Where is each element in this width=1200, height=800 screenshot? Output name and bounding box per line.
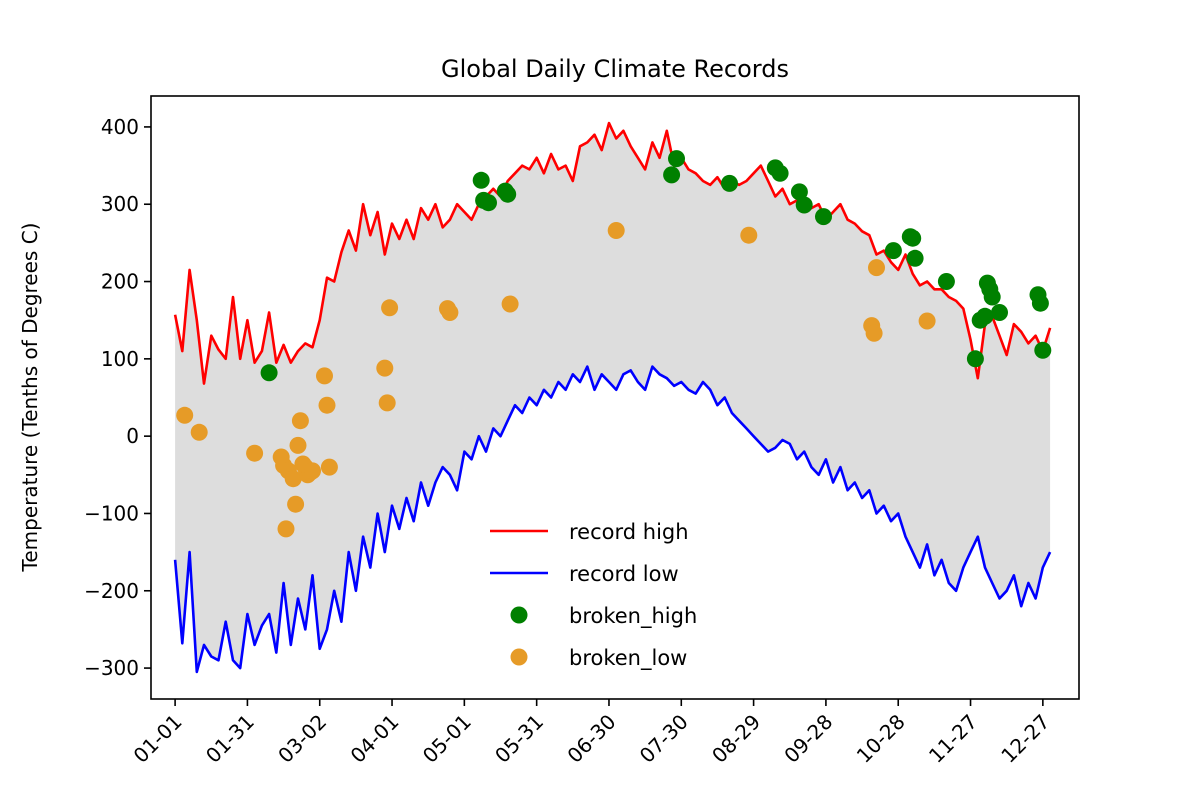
broken-low-point [304,462,321,480]
chart-title: Global Daily Climate Records [441,55,789,83]
broken-high-point [1034,341,1052,359]
broken-low-point [291,412,309,430]
x-tick-label: 04-01 [346,710,404,768]
broken-low-point [246,444,264,462]
broken-low-point [190,423,208,441]
y-tick-label: −200 [84,579,139,603]
broken-high-point [976,307,994,325]
plot-area: 400 300 200 100 0 −100 −200 −300 01-01 01-31 03-02… [84,95,1080,768]
y-tick-label: −100 [84,501,139,525]
broken-high-point [1031,294,1049,312]
legend: record high record low broken_high broken_l… [490,520,697,671]
broken-high-point [884,242,902,260]
broken-high-point [472,171,490,189]
broken-low-point [378,394,396,412]
record-high-line [173,121,1052,385]
legend-swatch-broken-low [510,648,528,666]
broken-high-point [771,164,789,182]
broken-high-point [499,185,517,203]
broken-low-point [318,396,336,414]
legend-label-broken-low: broken_low [569,646,687,671]
y-tick-label: −300 [84,656,139,680]
y-tick-label: 300 [101,192,139,216]
broken-low-point [289,436,307,454]
broken-high-point [668,150,685,168]
broken-low-point [176,406,194,424]
x-tick-label: 03-02 [273,710,331,768]
broken-low-point [277,520,295,538]
x-tick-label: 08-29 [707,710,765,768]
legend-label-record-low: record low [569,562,679,586]
broken-high-point [937,273,955,290]
broken-low-point [501,295,519,313]
broken-high-point [906,249,924,267]
broken-low-point [607,222,625,239]
y-axis-label: Temperature (Tenths of Degrees C) [18,223,42,573]
x-tick-label: 12-27 [996,710,1054,768]
broken-high-point [721,174,738,192]
x-tick-label: 01-01 [129,710,187,768]
broken-high-point [795,196,813,214]
legend-label-record-high: record high [569,520,689,544]
broken-low-point [376,359,394,377]
plot-frame [150,95,1080,700]
broken-low-point [287,495,305,513]
y-tick-label: 400 [101,115,139,139]
broken-low-point [381,299,399,317]
x-tick-label: 11-27 [924,710,982,768]
broken-low-point [441,304,459,321]
broken-low-point [868,259,885,277]
broken-high-point [966,350,984,368]
legend-label-broken-high: broken_high [569,604,697,629]
x-tick-label: 05-31 [490,710,548,768]
broken-high-point [815,208,832,226]
broken-low-point [284,470,302,488]
broken-low-point [918,312,936,330]
broken-low-point [316,367,333,385]
broken-low-point [740,226,758,244]
y-tick-label: 200 [101,270,139,294]
broken-high-point [663,166,681,184]
y-tick-label: 100 [101,347,139,371]
x-tick-label: 06-30 [562,710,620,768]
broken-high-point [790,183,808,201]
x-tick-label: 10-28 [852,710,910,768]
broken-high-point [991,304,1008,321]
x-tick-label: 05-01 [418,710,476,768]
record-low-line [173,365,1052,674]
broken-high-point [983,288,1001,306]
broken-low-point [320,458,338,476]
broken-high-point [904,229,922,247]
broken-high-point [480,194,497,212]
x-tick-label: 09-28 [779,710,837,768]
x-tick-label: 07-30 [635,710,693,768]
legend-swatch-broken-high [510,606,528,624]
x-tick-label: 01-31 [201,710,259,768]
record-range-fill [175,123,1051,672]
y-tick-label: 0 [126,424,139,448]
broken-high-point [260,364,278,382]
broken-low-point [865,324,883,342]
